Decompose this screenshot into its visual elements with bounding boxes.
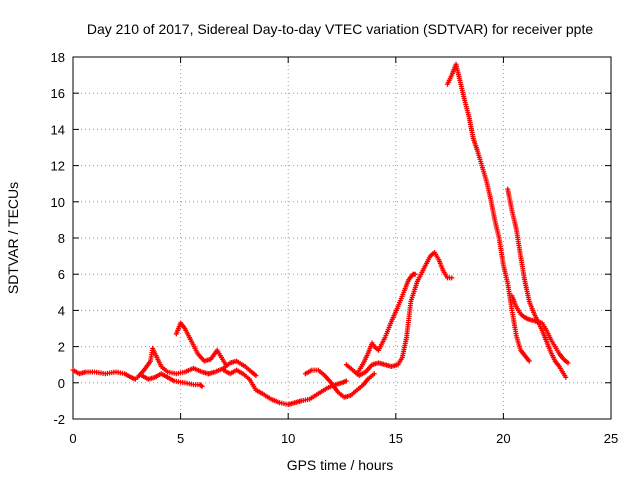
grid-lines xyxy=(73,57,611,419)
data-series-sdtvar xyxy=(70,61,571,408)
x-tick-label: 0 xyxy=(69,431,76,446)
data-point xyxy=(371,371,377,377)
x-tick-label: 5 xyxy=(177,431,184,446)
data-point xyxy=(412,271,418,277)
y-tick-label: 14 xyxy=(51,122,65,137)
y-tick-label: 6 xyxy=(58,267,65,282)
y-tick-label: 18 xyxy=(51,50,65,65)
data-point xyxy=(343,378,349,384)
y-tick-label: 0 xyxy=(58,376,65,391)
y-tick-label: 10 xyxy=(51,195,65,210)
data-point xyxy=(253,373,259,379)
y-tick-label: 2 xyxy=(58,340,65,355)
data-point xyxy=(563,374,569,380)
x-tick-label: 15 xyxy=(389,431,403,446)
data-point xyxy=(565,360,571,366)
y-tick-label: -2 xyxy=(53,412,65,427)
data-point xyxy=(449,275,455,281)
data-point xyxy=(526,358,532,364)
x-tick-label: 20 xyxy=(496,431,510,446)
y-tick-label: 8 xyxy=(58,231,65,246)
chart-title: Day 210 of 2017, Sidereal Day-to-day VTE… xyxy=(87,21,594,37)
y-tick-label: 12 xyxy=(51,159,65,174)
y-axis-label: SDTVAR / TECUs xyxy=(5,182,21,294)
data-point xyxy=(199,383,205,389)
x-tick-label: 25 xyxy=(604,431,618,446)
x-tick-label: 10 xyxy=(281,431,295,446)
data-point xyxy=(198,383,204,389)
y-tick-label: 4 xyxy=(58,303,65,318)
x-axis-label: GPS time / hours xyxy=(287,457,394,473)
axis-ticks: 0 5 10 15 20 25 -2 0 2 4 6 8 10 12 14 16 18 xyxy=(51,50,619,446)
y-tick-label: 16 xyxy=(51,86,65,101)
